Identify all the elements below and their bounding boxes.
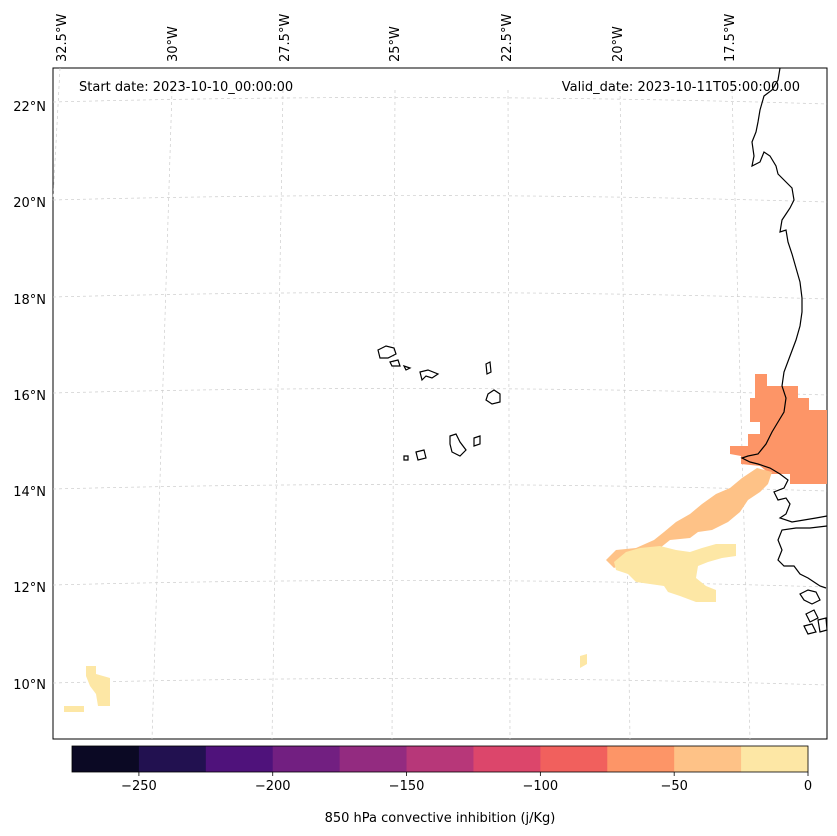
colorbar-segment <box>741 746 809 772</box>
lat-label-16n: 16°N <box>13 389 46 404</box>
colorbar-segment <box>272 746 341 772</box>
parallel-18n <box>52 292 828 300</box>
colorbar-segment <box>72 746 140 772</box>
africa-coastline <box>740 67 828 523</box>
lon-label-17-5w: 17.5°W <box>723 14 738 62</box>
colorbar <box>71 745 809 773</box>
coastlines <box>377 67 828 635</box>
cape-verde-maio <box>473 435 481 447</box>
map-frame <box>52 67 828 740</box>
meridian-25w <box>391 89 396 740</box>
meridian-30w <box>151 89 173 740</box>
lat-label-12n: 12°N <box>13 581 46 596</box>
meridian-27-5w <box>271 89 284 740</box>
colorbar-tick-label: 0 <box>804 779 812 794</box>
cape-verde-sao-vicente <box>389 359 401 367</box>
cape-verde-santa-luzia <box>402 364 412 371</box>
latitude-labels: 22°N 20°N 18°N 16°N 14°N 12°N 10°N <box>13 100 46 693</box>
cape-verde-brava <box>403 455 409 461</box>
cape-verde-sal <box>485 361 492 375</box>
lon-label-20w: 20°W <box>611 26 626 62</box>
meridian-32-5w <box>52 67 61 201</box>
colorbar-segment <box>406 746 474 772</box>
colorbar-tick-label: −50 <box>660 779 687 794</box>
lat-label-18n: 18°N <box>13 293 46 308</box>
cin-field <box>64 374 827 712</box>
parallel-22n <box>52 97 828 105</box>
colorbar-ticks: −250 −200 −150 −100 −50 0 <box>121 772 812 794</box>
guinea-islands <box>799 589 828 635</box>
colorbar-label: 850 hPa convective inhibition (j/Kg) <box>325 811 556 826</box>
parallel-20n <box>52 195 828 203</box>
cin-region-orange <box>730 374 827 484</box>
graticule <box>52 67 828 740</box>
lon-label-32-5w: 32.5°W <box>55 14 70 62</box>
parallel-12n <box>52 580 828 588</box>
cape-verde-santo-antao <box>377 345 397 359</box>
cin-region-light-yellow-3 <box>86 666 110 706</box>
cin-region-light-orange <box>606 468 772 568</box>
colorbar-segment <box>607 746 675 772</box>
lat-label-10n: 10°N <box>13 678 46 693</box>
cape-verde-fogo <box>415 449 427 461</box>
longitude-labels: 32.5°W 30°W 27.5°W 25°W 22.5°W 20°W 17.5… <box>55 14 738 62</box>
colorbar-segment <box>674 746 742 772</box>
lon-label-27-5w: 27.5°W <box>278 14 293 62</box>
colorbar-border <box>71 745 809 773</box>
cape-verde-boa-vista <box>485 389 501 405</box>
start-date-label: Start date: 2023-10-10_00:00:00 <box>79 80 293 95</box>
meridian-20w <box>619 89 631 740</box>
colorbar-segment <box>205 746 274 772</box>
lat-label-20n: 20°N <box>13 196 46 211</box>
meridian-22-5w <box>507 89 511 740</box>
valid-date-label: Valid_date: 2023-10-11T05:00:00.00 <box>562 80 800 95</box>
cape-verde-sao-nicolau <box>419 369 440 382</box>
meridian-17-5w <box>731 89 751 740</box>
colorbar-tick-label: −250 <box>121 779 157 794</box>
lon-label-25w: 25°W <box>388 26 403 62</box>
lat-label-22n: 22°N <box>13 100 46 115</box>
colorbar-tick-label: −200 <box>255 779 291 794</box>
gambia-guinea-coast <box>777 525 828 589</box>
lon-label-22-5w: 22.5°W <box>500 14 515 62</box>
cin-region-light-yellow-4 <box>64 706 84 712</box>
cape-verde-santiago <box>449 433 467 457</box>
colorbar-tick-label: −150 <box>389 779 425 794</box>
colorbar-tick-label: −100 <box>523 779 559 794</box>
parallel-14n <box>52 484 828 492</box>
colorbar-segment <box>473 746 541 772</box>
cin-region-light-yellow-2 <box>580 654 587 668</box>
lon-label-30w: 30°W <box>166 26 181 62</box>
cin-region-light-yellow-1 <box>614 544 736 602</box>
parallel-16n <box>52 388 828 396</box>
colorbar-segment <box>540 746 608 772</box>
colorbar-segment <box>339 746 408 772</box>
lat-label-14n: 14°N <box>13 485 46 500</box>
colorbar-segment <box>138 746 207 772</box>
parallel-10n <box>52 678 828 686</box>
